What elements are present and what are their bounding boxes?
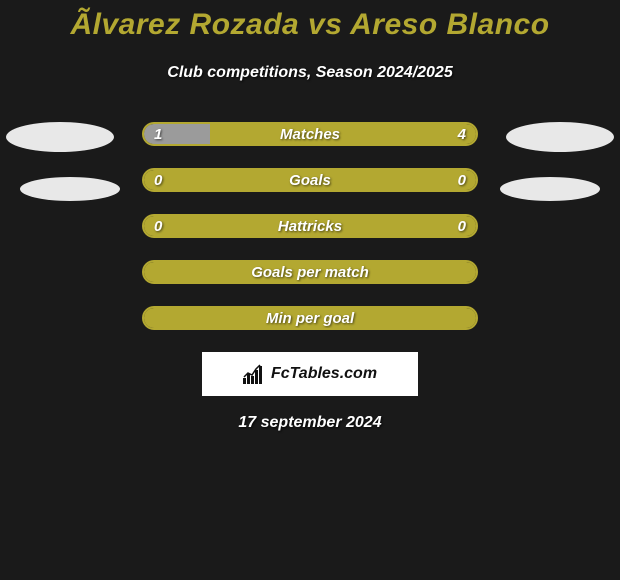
- bar-chart-icon: [243, 364, 267, 384]
- page-title: Ãlvarez Rozada vs Areso Blanco: [0, 0, 620, 42]
- stat-label: Min per goal: [144, 310, 476, 327]
- stat-label: Goals per match: [144, 264, 476, 281]
- stat-label: Hattricks: [144, 218, 476, 235]
- page-subtitle: Club competitions, Season 2024/2025: [0, 64, 620, 82]
- player-photo-left-2: [20, 177, 120, 201]
- player-photo-left-1: [6, 122, 114, 152]
- player-photo-right-1: [506, 122, 614, 152]
- stat-bar: 14Matches: [142, 122, 478, 146]
- stat-label: Matches: [144, 126, 476, 143]
- comparison-content: 14Matches 00Goals 00Hattricks Goals per mat…: [0, 122, 620, 432]
- stat-label: Goals: [144, 172, 476, 189]
- fctables-logo-text: FcTables.com: [271, 365, 377, 383]
- fctables-logo-box: FcTables.com: [202, 352, 418, 396]
- stat-bar: Goals per match: [142, 260, 478, 284]
- stat-bars: 14Matches 00Goals 00Hattricks Goals per mat…: [142, 122, 478, 330]
- player-photo-right-2: [500, 177, 600, 201]
- stat-bar: 00Goals: [142, 168, 478, 192]
- stat-bar: 00Hattricks: [142, 214, 478, 238]
- stat-bar: Min per goal: [142, 306, 478, 330]
- update-date: 17 september 2024: [0, 414, 620, 432]
